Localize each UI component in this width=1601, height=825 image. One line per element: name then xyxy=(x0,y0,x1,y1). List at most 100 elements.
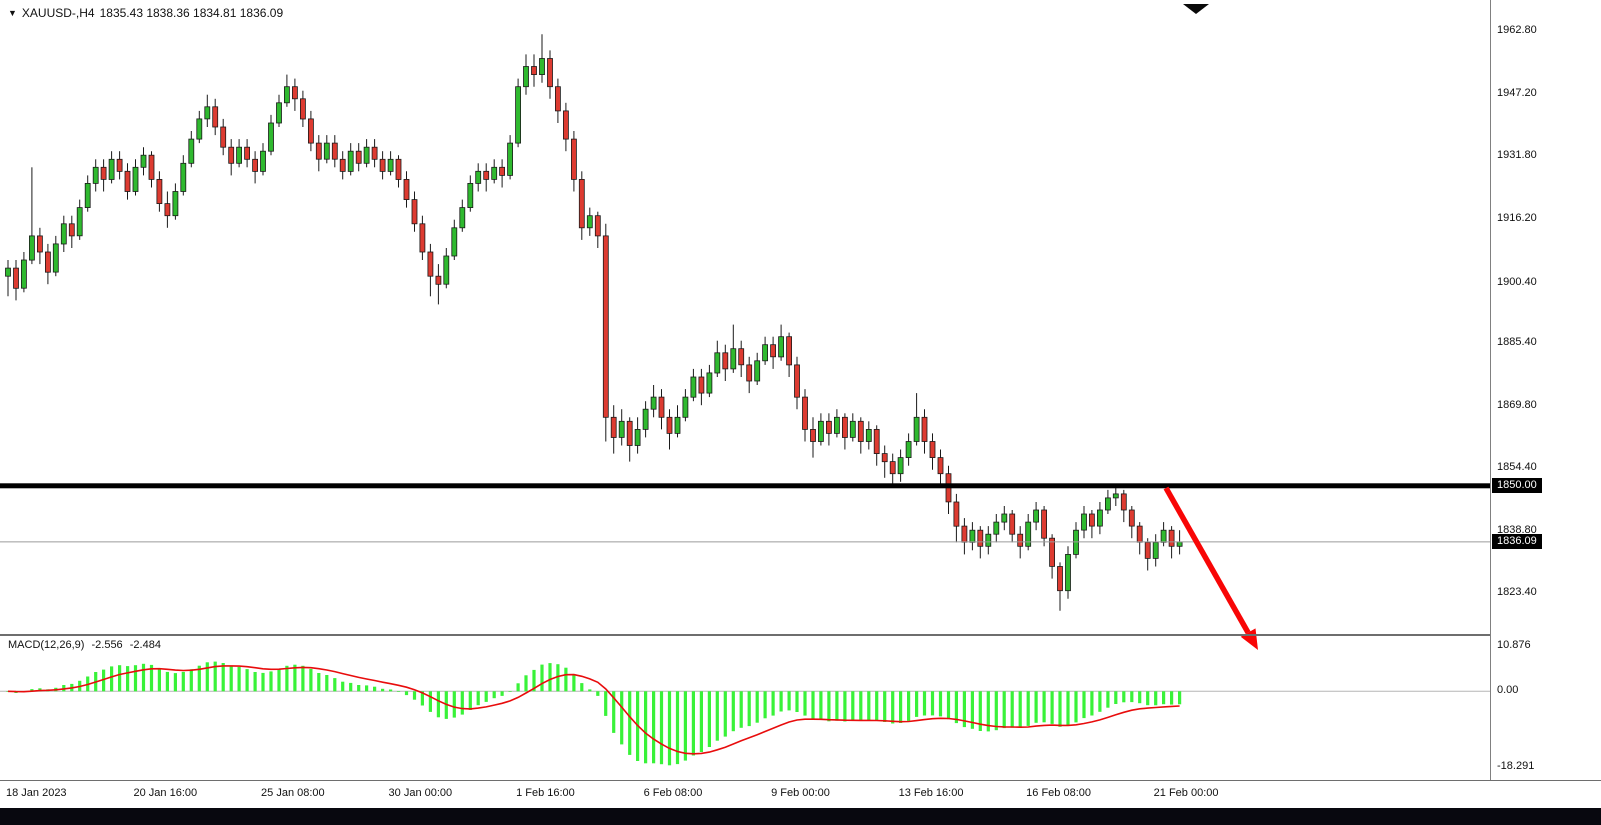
macd-histogram-bar xyxy=(1178,691,1182,705)
macd-histogram-bar xyxy=(1106,691,1110,708)
candle-body xyxy=(690,376,697,398)
candle-body xyxy=(1144,541,1151,559)
candle-body xyxy=(921,416,928,442)
candle-body xyxy=(323,142,330,160)
candle-body xyxy=(315,142,322,160)
candle-body xyxy=(467,182,474,208)
candle-body xyxy=(642,408,649,430)
candle-body xyxy=(762,344,768,362)
macd-histogram-bar xyxy=(612,691,616,733)
candle-body xyxy=(1089,513,1095,527)
candles[interactable] xyxy=(5,34,1183,611)
candle-body xyxy=(555,86,561,112)
chart-canvas[interactable] xyxy=(0,0,1490,780)
macd-histogram-bar xyxy=(476,691,480,706)
macd-histogram-bar xyxy=(907,691,911,721)
price-axis-label: 1885.40 xyxy=(1497,336,1537,349)
macd-histogram-bar xyxy=(205,662,209,692)
macd-histogram-bar xyxy=(173,673,177,692)
macd-histogram-bar xyxy=(1018,691,1022,728)
candle-body xyxy=(849,420,856,438)
candle-body xyxy=(395,158,402,180)
macd-axis-label: 0.00 xyxy=(1497,684,1519,697)
candle-body xyxy=(985,533,992,547)
macd-histogram-bar xyxy=(1098,691,1102,712)
candle-body xyxy=(1160,529,1167,543)
macd-histogram-bar xyxy=(221,663,225,692)
macd-histogram-bar xyxy=(189,669,193,692)
candle-body xyxy=(299,98,306,120)
macd-histogram-bar xyxy=(779,691,783,712)
candle-body xyxy=(124,170,131,192)
macd-histogram-bar xyxy=(588,689,592,692)
price-axis-label: 1900.40 xyxy=(1497,275,1537,288)
candle-body xyxy=(953,501,960,527)
macd-histogram-bar xyxy=(508,691,512,692)
macd-histogram-bar xyxy=(683,691,687,761)
candle-body xyxy=(842,416,848,438)
chart-ohlc-values: 1835.43 1838.36 1834.81 1836.09 xyxy=(99,6,284,20)
candle-body xyxy=(515,86,521,144)
macd-histogram-bar xyxy=(1154,691,1158,706)
macd-histogram-bar xyxy=(954,691,958,724)
macd-histogram-bar xyxy=(325,675,329,692)
macd-histogram-bar xyxy=(843,691,847,722)
price-axis-label: 1854.40 xyxy=(1497,461,1537,474)
candle-body xyxy=(371,146,378,160)
macd-histogram-bar xyxy=(1082,691,1086,719)
pane-separator[interactable] xyxy=(0,634,1601,636)
macd-histogram-bar xyxy=(763,691,767,719)
macd-histogram-bar xyxy=(1090,691,1094,716)
candle-body xyxy=(499,166,506,176)
candle-body xyxy=(260,150,266,172)
candle-body xyxy=(252,158,259,172)
candle-body xyxy=(634,428,641,446)
candle-body xyxy=(1120,493,1127,511)
macd-histogram-bar xyxy=(1130,691,1134,703)
macd-histogram-bar xyxy=(659,691,664,765)
price-badge: 1836.09 xyxy=(1492,533,1542,549)
macd-histogram-bar xyxy=(699,691,703,752)
trend-arrow-annotation[interactable] xyxy=(1163,486,1258,650)
chart-shift-marker[interactable] xyxy=(1183,4,1209,14)
candle-body xyxy=(618,420,625,438)
macd-histogram-bar xyxy=(1002,691,1006,729)
macd-histogram-bar xyxy=(373,686,377,692)
macd-histogram-bar xyxy=(891,691,895,724)
macd-histogram-bar xyxy=(102,669,106,692)
price-axis: 1962.80 1947.20 1931.80 1916.20 1900.40 1885.… xyxy=(1490,0,1601,780)
macd-histogram-bar xyxy=(580,683,584,692)
candle-body xyxy=(5,267,11,277)
candle-body xyxy=(746,364,753,382)
macd-histogram-bar xyxy=(1026,691,1030,726)
candle-body xyxy=(873,428,880,454)
candle-body xyxy=(929,441,936,459)
candle-body xyxy=(45,251,51,273)
macd-histogram-bar xyxy=(412,691,417,700)
candle-body xyxy=(626,420,633,446)
candle-body xyxy=(164,203,171,217)
macd-histogram-bar xyxy=(309,668,313,692)
candle-body xyxy=(1057,566,1063,592)
candle-body xyxy=(1025,521,1032,547)
candle-body xyxy=(977,529,984,547)
macd-histogram-bar xyxy=(436,691,440,718)
macd-histogram-bar xyxy=(731,691,735,732)
horizontal-line-1850[interactable] xyxy=(0,483,1490,489)
price-axis-label: 1931.80 xyxy=(1497,149,1537,162)
macd-histogram-bar xyxy=(835,691,839,721)
candle-body xyxy=(435,275,442,285)
candle-body xyxy=(331,142,338,160)
macd-histogram-bar xyxy=(181,671,185,692)
macd-histogram-bar xyxy=(157,668,161,692)
price-axis-label: 1916.20 xyxy=(1497,211,1537,224)
candle-body xyxy=(818,420,824,442)
candle-body xyxy=(674,416,681,434)
candle-body xyxy=(491,166,498,180)
candle-body xyxy=(76,207,83,237)
candle-body xyxy=(714,352,721,374)
macd-histogram-bar xyxy=(213,661,217,692)
macd-histogram-bar xyxy=(938,691,943,717)
macd-histogram-bar xyxy=(652,691,656,764)
macd-histogram-bar xyxy=(165,671,169,692)
